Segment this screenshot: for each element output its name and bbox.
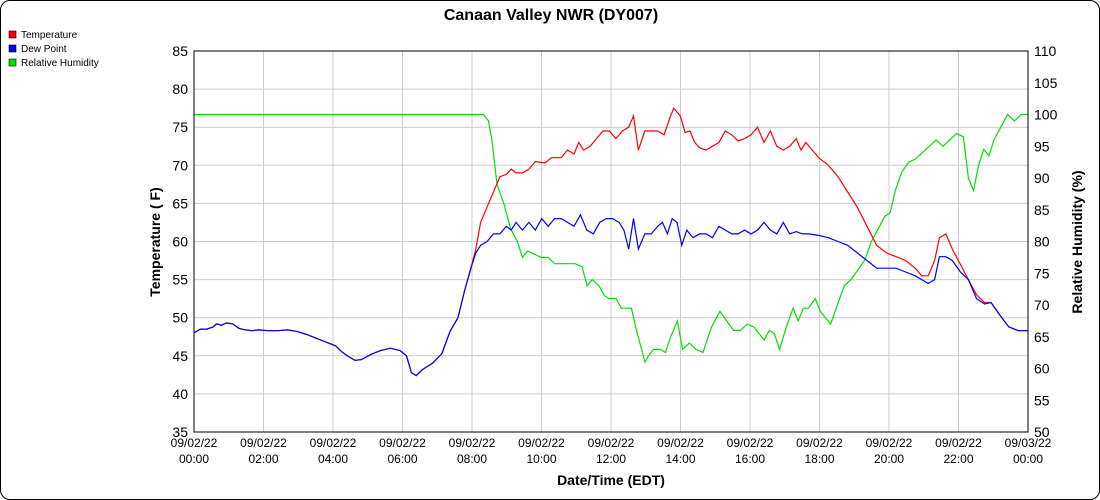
y2-tick-label: 95	[1034, 138, 1050, 154]
x-tick-date: 09/02/22	[310, 436, 357, 450]
y2-axis-label: Relative Humidity (%)	[1069, 170, 1085, 313]
y-axis-right-ticks: 50 55 60 65 70 75 80 85 90 95 100 105 110	[1034, 43, 1058, 440]
plot-border	[193, 50, 1029, 433]
x-axis-ticks: 09/02/22 00:00 09/02/22 02:00 09/02/22 04:00 0…	[171, 436, 1052, 466]
x-tick-time: 14:00	[665, 452, 695, 466]
series-layer	[194, 107, 1028, 377]
y2-tick-label: 105	[1034, 75, 1058, 91]
x-tick-time: 18:00	[804, 452, 834, 466]
y2-tick-label: 50	[1034, 424, 1050, 440]
legend-swatch	[8, 58, 17, 67]
x-tick-time: 12:00	[596, 452, 626, 466]
y2-tick-label: 85	[1034, 202, 1050, 218]
y-tick-label: 65	[172, 195, 188, 211]
x-tick-time: 02:00	[248, 452, 278, 466]
legend-label: Dew Point	[21, 44, 67, 55]
x-tick-time: 20:00	[874, 452, 904, 466]
x-tick-date: 09/02/22	[588, 436, 635, 450]
y-tick-label: 50	[172, 310, 188, 326]
y-tick-label: 40	[172, 386, 188, 402]
y-tick-label: 60	[172, 234, 188, 250]
series-line-relative-humidity	[194, 113, 1028, 364]
x-tick-time: 16:00	[735, 452, 765, 466]
y2-tick-label: 100	[1034, 107, 1058, 123]
legend-label: Temperature	[21, 30, 78, 41]
x-tick-date: 09/02/22	[240, 436, 287, 450]
y-tick-label: 85	[172, 43, 188, 59]
x-tick-time: 00:00	[179, 452, 209, 466]
x-tick-date: 09/02/22	[379, 436, 426, 450]
x-tick-time: 10:00	[526, 452, 556, 466]
chart-title: Canaan Valley NWR (DY007)	[444, 7, 658, 24]
legend-swatch	[8, 30, 17, 39]
y2-tick-label: 55	[1034, 392, 1050, 408]
legend: Temperature Dew Point Relative Humidity	[8, 30, 99, 69]
x-tick-date: 09/02/22	[796, 436, 843, 450]
y2-tick-label: 110	[1034, 43, 1057, 59]
legend-swatch	[8, 44, 17, 53]
y-tick-label: 75	[172, 119, 188, 135]
x-tick-date: 09/02/22	[518, 436, 565, 450]
x-tick-date: 09/02/22	[449, 436, 496, 450]
y2-tick-label: 60	[1034, 361, 1050, 377]
y-tick-label: 45	[172, 348, 188, 364]
y-axis-label: Temperature ( F)	[147, 187, 163, 296]
x-tick-date: 09/03/22	[1005, 436, 1052, 450]
x-tick-date: 09/02/22	[171, 436, 218, 450]
y-tick-label: 55	[172, 272, 188, 288]
y2-tick-label: 75	[1034, 265, 1050, 281]
x-axis-label: Date/Time (EDT)	[557, 472, 665, 488]
x-tick-time: 08:00	[457, 452, 487, 466]
y2-tick-label: 65	[1034, 329, 1050, 345]
x-tick-date: 09/02/22	[657, 436, 704, 450]
x-tick-date: 09/02/22	[866, 436, 913, 450]
grid	[193, 50, 1029, 433]
y2-tick-label: 80	[1034, 234, 1050, 250]
x-tick-time: 06:00	[387, 452, 417, 466]
x-tick-time: 00:00	[1013, 452, 1043, 466]
x-tick-time: 22:00	[943, 452, 973, 466]
y-axis-left-ticks: 35 40 45 50 55 60 65 70 75 80 85	[172, 43, 188, 440]
y-tick-label: 35	[172, 424, 188, 440]
x-tick-date: 09/02/22	[727, 436, 774, 450]
x-tick-time: 04:00	[318, 452, 348, 466]
y2-tick-label: 90	[1034, 170, 1050, 186]
y-tick-label: 70	[172, 157, 188, 173]
y-tick-label: 80	[172, 81, 188, 97]
legend-label: Relative Humidity	[21, 58, 99, 69]
series-line-dew-point	[194, 213, 1028, 377]
x-tick-date: 09/02/22	[935, 436, 982, 450]
y2-tick-label: 70	[1034, 297, 1050, 313]
